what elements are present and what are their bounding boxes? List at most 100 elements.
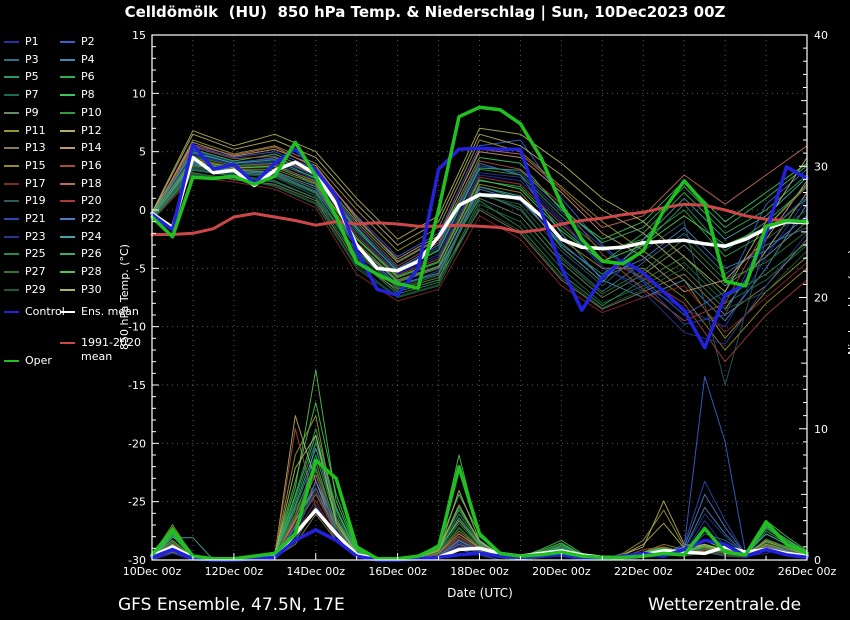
member-temp-line-p28 — [151, 159, 808, 277]
member-temp-line-p2 — [151, 139, 808, 316]
legend-swatch-p4 — [60, 58, 75, 61]
legend-item-p9: P9 — [4, 104, 104, 121]
legend-swatch-p24 — [60, 235, 75, 238]
legend-row: Oper — [2, 352, 162, 369]
legend-row: P17 P18 — [2, 175, 162, 192]
site-name-text: Wetterzentrale.de — [648, 595, 802, 615]
legend-label-p12: P12 — [81, 123, 102, 137]
legend-label-p13: P13 — [25, 141, 46, 155]
legend-label-p15: P15 — [25, 158, 46, 172]
member-temp-line-p14 — [151, 141, 808, 293]
legend-swatch-p15 — [4, 164, 19, 167]
legend-row: P15 P16 — [2, 157, 162, 174]
legend-label-p18: P18 — [81, 176, 102, 190]
legend-swatch-p19 — [4, 200, 19, 203]
legend-row: P7 P8 — [2, 86, 162, 103]
legend-label-p1: P1 — [25, 35, 39, 48]
legend-row: P1 P2 — [2, 33, 162, 50]
legend-item-p28: P28 — [60, 263, 160, 280]
legend-label-p21: P21 — [25, 212, 46, 225]
left-axis-tick-label: 10 — [132, 87, 146, 100]
legend-row: P5 P6 — [2, 68, 162, 85]
left-axis-tick-label: 0 — [139, 204, 146, 217]
legend-label-p26: P26 — [81, 247, 102, 261]
legend-label-p28: P28 — [81, 265, 102, 279]
left-axis-tick-label: -5 — [135, 262, 146, 275]
legend-swatch-p18 — [60, 182, 75, 185]
legend-item-p7: P7 — [4, 86, 104, 103]
legend-item-p8: P8 — [60, 86, 160, 103]
x-axis-title: Date (UTC) — [447, 586, 513, 600]
right-axis-title: Niederschlag (mm) — [846, 249, 850, 355]
left-axis-tick-label: -10 — [128, 321, 146, 334]
legend-row: P25 P26 — [2, 245, 162, 262]
legend-item-p3: P3 — [4, 51, 104, 68]
left-axis-tick-label: 5 — [139, 146, 146, 159]
x-axis-tick-label: 16Dec 00z — [368, 565, 427, 578]
legend-item-clim-mean-line1: 1991-2020 — [60, 334, 160, 351]
member-temp-line-p11 — [151, 139, 808, 339]
legend-swatch-p23 — [4, 235, 19, 238]
x-axis-tick-label: 20Dec 00z — [532, 565, 591, 578]
legend-item-p16: P16 — [60, 157, 160, 174]
legend-item-p20: P20 — [60, 192, 160, 209]
legend-label-p4: P4 — [81, 52, 95, 66]
legend-swatch-p27 — [4, 271, 19, 274]
plot-border — [151, 34, 808, 561]
legend-item-p6: P6 — [60, 68, 160, 85]
legend-label-clim-mean-line2: mean — [81, 349, 113, 363]
legend-item-p17: P17 — [4, 175, 104, 192]
ensemble-legend: P1 P2 P3 P4 P5 P6 P7 P8 P9 P10 P11 P12 P13 P14 P15 P16 P… — [2, 33, 162, 383]
legend-swatch-oper — [4, 359, 19, 362]
legend-row: P9 P10 — [2, 104, 162, 121]
legend-label-p5: P5 — [25, 70, 39, 84]
left-axis-tick-label: -15 — [128, 379, 146, 392]
legend-swatch-p29 — [4, 288, 19, 291]
legend-row: 1991-2020 — [2, 334, 162, 351]
member-temp-line-p16 — [151, 146, 808, 322]
legend-label-p23: P23 — [25, 229, 46, 243]
legend-swatch-p5 — [4, 76, 19, 79]
member-precip-line-p11 — [151, 415, 808, 561]
right-axis-tick-label: 0 — [814, 554, 821, 567]
legend-item-p10: P10 — [60, 104, 160, 121]
legend-item-p13: P13 — [4, 139, 104, 156]
legend-item-p12: P12 — [60, 122, 160, 139]
member-temp-line-p9 — [151, 165, 808, 298]
legend-row: P21 P22 — [2, 210, 162, 227]
legend-label-p29: P29 — [25, 282, 46, 296]
legend-label-p19: P19 — [25, 194, 46, 208]
legend-item-p18: P18 — [60, 175, 160, 192]
legend-label-p27: P27 — [25, 265, 46, 279]
x-axis-tick-label: 22Dec 00z — [614, 565, 673, 578]
legend-item-p30: P30 — [60, 281, 160, 298]
legend-item-p15: P15 — [4, 157, 104, 174]
legend-row: P13 P14 — [2, 139, 162, 156]
legend-row: P29 P30 — [2, 281, 162, 298]
control-temp-line — [150, 142, 809, 350]
legend-label-p7: P7 — [25, 88, 39, 102]
legend-swatch-p17 — [4, 182, 19, 185]
legend-swatch-p10 — [60, 111, 75, 114]
legend-item-p22: P22 — [60, 210, 160, 227]
legend-label-ens-mean: Ens. mean — [81, 304, 139, 318]
legend-label-p20: P20 — [81, 194, 102, 208]
legend-label-clim-mean-line1: 1991-2020 — [81, 335, 141, 349]
right-axis-tick-label: 40 — [814, 29, 828, 42]
legend-swatch-p1 — [4, 41, 19, 43]
legend-item-p25: P25 — [4, 245, 104, 262]
legend-row: P19 P20 — [2, 192, 162, 209]
legend-swatch-p30 — [60, 288, 75, 291]
member-temp-line-p17 — [151, 176, 808, 333]
legend-swatch-p12 — [60, 129, 75, 132]
legend-label-p10: P10 — [81, 105, 102, 119]
legend-label-p8: P8 — [81, 88, 95, 102]
legend-label-p17: P17 — [25, 176, 46, 190]
legend-item-p4: P4 — [60, 51, 160, 68]
legend-item-p2: P2 — [60, 33, 160, 50]
legend-label-p9: P9 — [25, 105, 39, 119]
legend-swatch-p22 — [60, 218, 75, 220]
legend-label-p22: P22 — [81, 212, 102, 225]
legend-swatch-p2 — [60, 41, 75, 43]
